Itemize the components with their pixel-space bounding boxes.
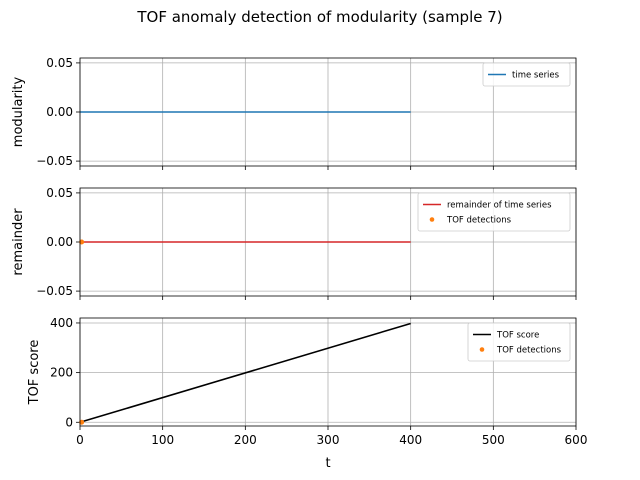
y-tick-label: 0.05 [46, 186, 73, 200]
axes-frame [79, 57, 577, 167]
detection-point [79, 419, 85, 425]
detection-point [79, 239, 85, 245]
y-tick-label: 0.05 [46, 56, 73, 70]
y-tick-label: 0.00 [46, 105, 73, 119]
x-tick-label: 300 [317, 433, 340, 447]
y-tick-label: 400 [50, 316, 73, 330]
legend: TOF score TOF detections [467, 322, 571, 362]
legend-label: TOF detections [446, 216, 512, 226]
x-tick-label: 400 [399, 433, 422, 447]
y-axis-label: remainder [11, 208, 26, 276]
legend-marker-swatch [429, 217, 435, 222]
y-tick-label: −0.05 [36, 284, 73, 298]
x-tick-label: 0 [76, 433, 84, 447]
panels: −0.05 0.00 0.05 modularity time series −0.05 0… [11, 56, 587, 447]
y-axis-label: TOF score [27, 340, 42, 406]
panel-2: −0.05 0.00 0.05 remainder remainder of time … [11, 186, 577, 300]
y-tick-label: 0.00 [46, 235, 73, 249]
series-line [79, 322, 411, 424]
legend-label: TOF detections [496, 346, 562, 356]
legend-label: TOF score [496, 331, 539, 341]
y-tick-label: 0 [65, 415, 73, 429]
y-axis-label: modularity [11, 76, 26, 147]
x-tick-label: 100 [151, 433, 174, 447]
x-tick-label: 500 [482, 433, 505, 447]
x-tick-label: 200 [234, 433, 257, 447]
legend-box [417, 192, 571, 232]
axes-frame [79, 317, 577, 427]
y-tick-label: 200 [50, 366, 73, 380]
chart-title: TOF anomaly detection of modularity (sam… [136, 8, 502, 26]
legend-box [467, 322, 571, 362]
panel-1: −0.05 0.00 0.05 modularity time series [11, 56, 577, 170]
legend: remainder of time series TOF detections [417, 192, 571, 232]
legend-box [482, 62, 571, 87]
x-axis-label: t [325, 456, 330, 471]
x-tick-label: 600 [565, 433, 588, 447]
legend: time series [482, 62, 571, 87]
legend-marker-swatch [479, 347, 485, 352]
y-tick-label: −0.05 [36, 154, 73, 168]
axes-frame [79, 187, 577, 297]
legend-label: time series [512, 71, 560, 81]
legend-label: remainder of time series [447, 201, 552, 211]
